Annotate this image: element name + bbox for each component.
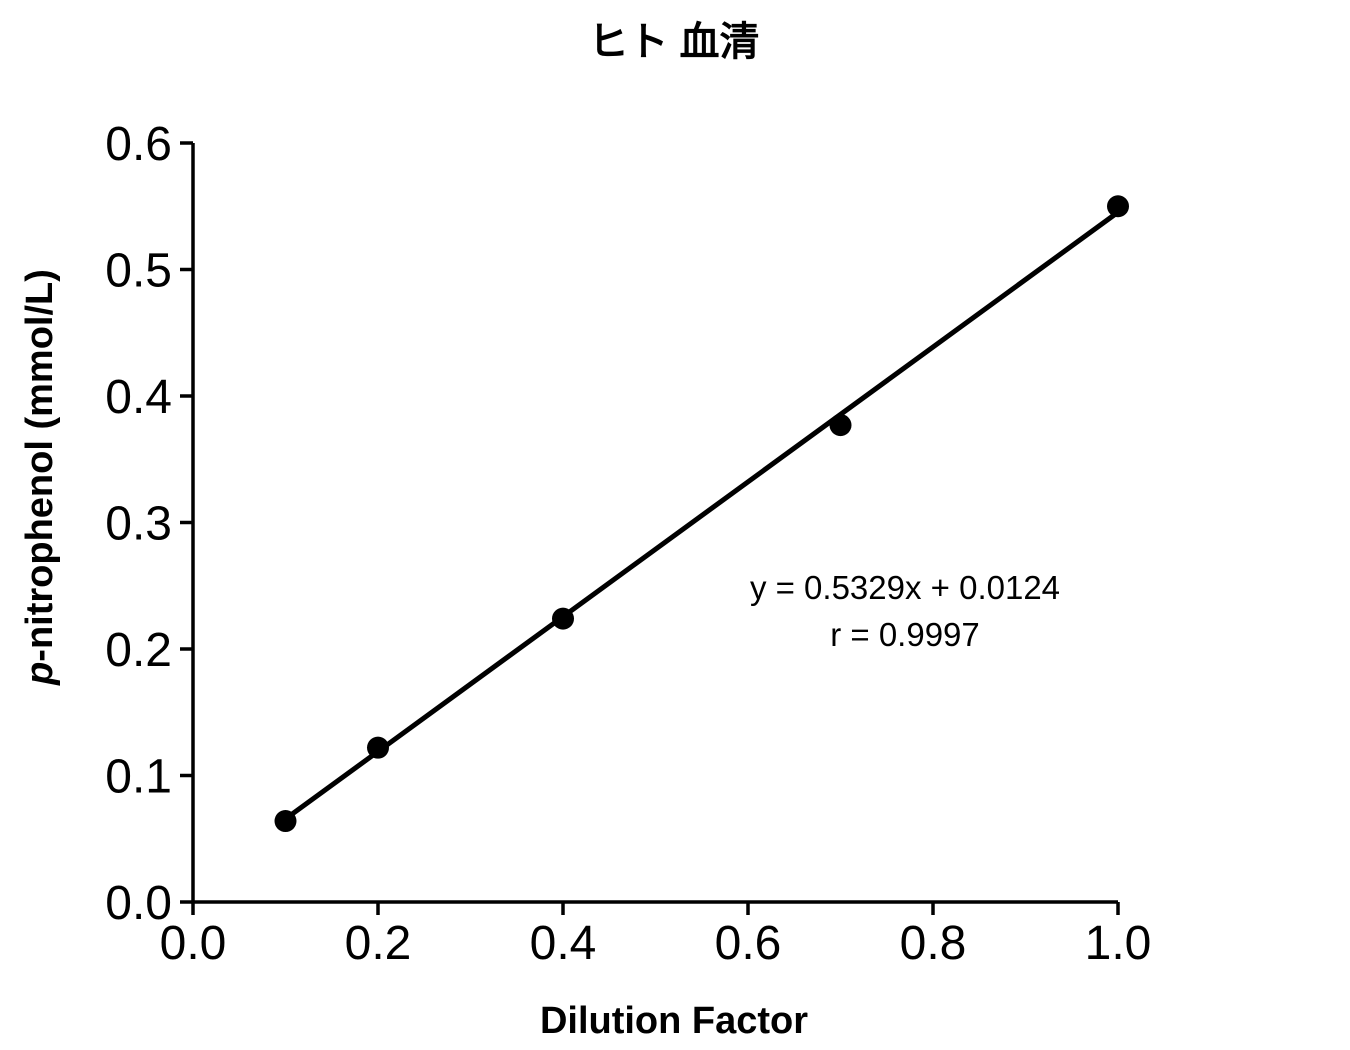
fit-correlation-text: r = 0.9997: [830, 616, 980, 653]
y-tick-label: 0.2: [105, 624, 172, 677]
data-point: [274, 810, 297, 833]
y-tick-label: 0.1: [105, 751, 172, 804]
y-tick-label: 0.0: [105, 877, 172, 930]
y-tick-label: 0.4: [105, 371, 172, 424]
y-tick-label: 0.5: [105, 245, 172, 298]
y-axis-label-rest: -nitrophenol (mmol/L): [19, 269, 61, 662]
y-tick-label: 0.6: [105, 118, 172, 171]
y-axis-label-italic-p: p: [19, 661, 61, 685]
data-point: [1107, 195, 1129, 218]
fit-line: [283, 209, 1121, 822]
data-point: [367, 736, 389, 759]
data-point: [552, 607, 574, 630]
x-tick-label: 1.0: [1085, 917, 1152, 970]
x-tick-label: 0.6: [715, 917, 782, 970]
data-point: [829, 414, 852, 437]
x-tick-label: 0.2: [345, 917, 412, 970]
chart-title: ヒト 血清: [588, 20, 760, 64]
x-tick-label: 0.4: [530, 917, 597, 970]
fit-annotation: y = 0.5329x + 0.0124 r = 0.9997: [655, 564, 1155, 658]
y-tick-label: 0.3: [105, 498, 172, 551]
x-axis-label: Dilution Factor: [539, 1000, 809, 1042]
fit-equation-text: y = 0.5329x + 0.0124: [749, 569, 1061, 606]
y-axis-label: p-nitrophenol (mmol/L): [17, 74, 63, 880]
x-tick-label: 0.8: [900, 917, 967, 970]
x-tick-label: 0.0: [160, 917, 227, 970]
